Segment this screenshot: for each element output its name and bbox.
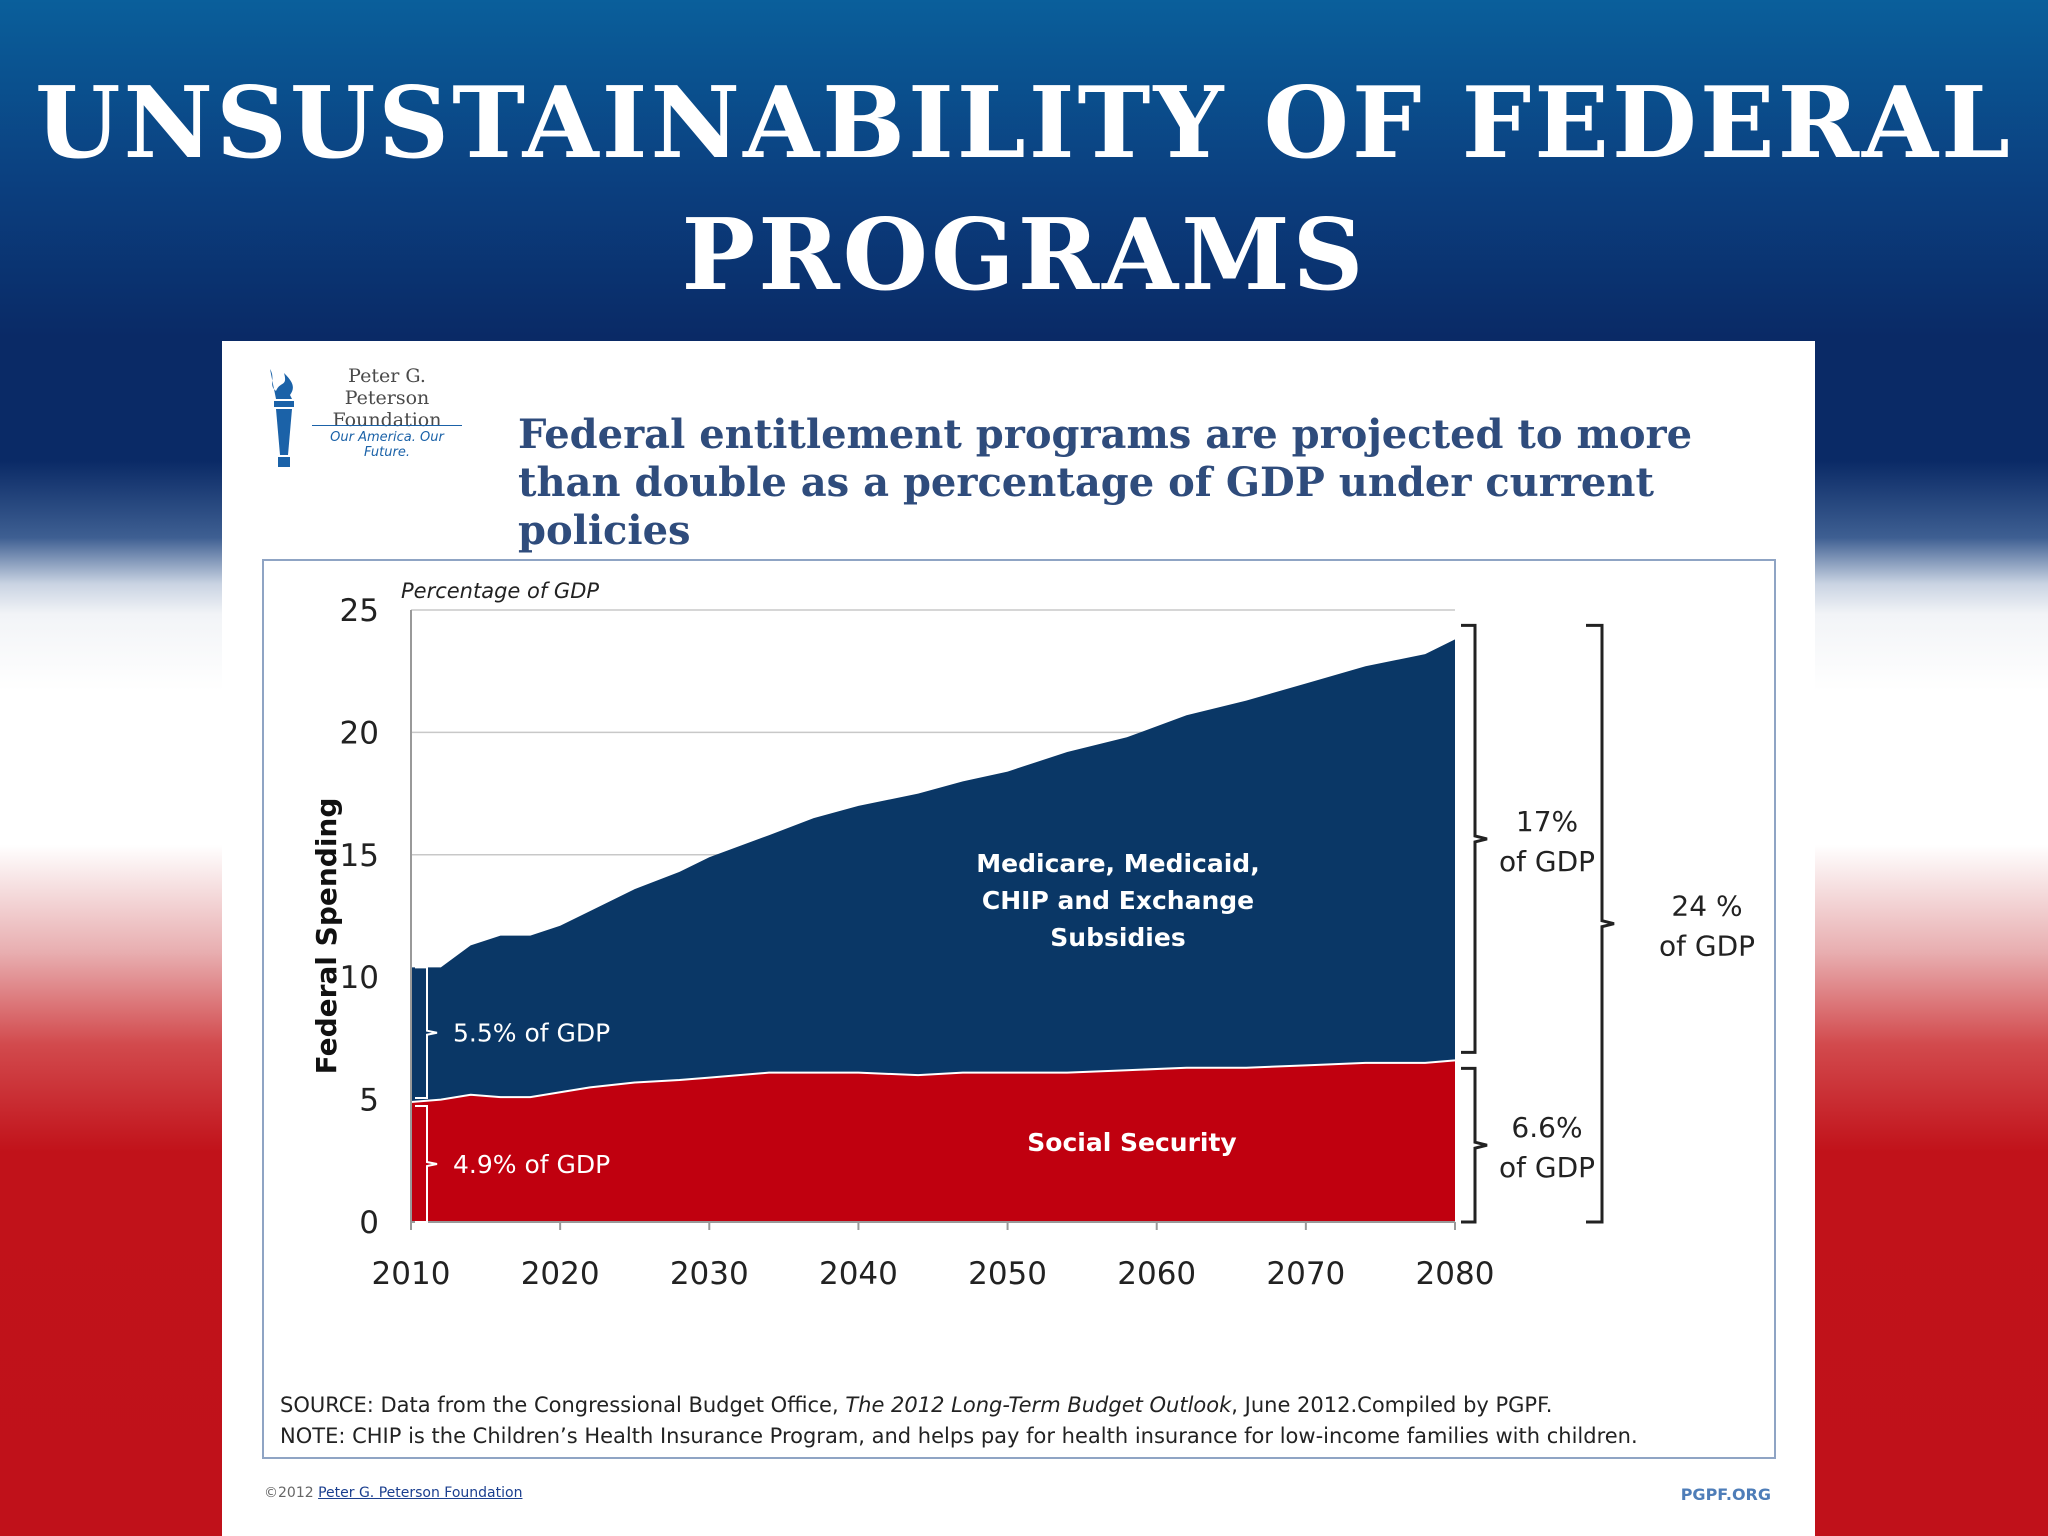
x-tick-2070: 2070 — [1266, 1256, 1345, 1292]
area-health — [411, 639, 1455, 1103]
torch-icon — [270, 369, 294, 467]
slide-title: Unsustainability of Federal Programs — [35, 66, 2013, 313]
area-ss — [411, 1060, 1455, 1222]
source-suffix: , June 2012.Compiled by PGPF. — [1231, 1393, 1553, 1417]
y-tick-5: 5 — [359, 1083, 379, 1119]
axes — [410, 610, 1456, 1223]
x-tick-2030: 2030 — [670, 1256, 749, 1292]
health-area-label-2: Subsidies — [1050, 923, 1185, 952]
logo-tagline: Our America. Our Future. — [312, 425, 462, 460]
ss-area-label: Social Security — [1027, 1128, 1236, 1157]
end-total-label-1: of GDP — [1659, 930, 1755, 963]
tick-labels: 0 5 10 15 20 25 2010 2020 2030 2040 2050 2060 2070 20… — [340, 593, 1495, 1292]
peterson-logo: Peter G. Peterson Foundation Our America… — [262, 365, 462, 475]
bracket-start-ss — [415, 1105, 438, 1223]
health-area-label-1: CHIP and Exchange — [982, 886, 1254, 915]
entitlement-chart: 0 5 10 15 20 25 2010 2020 2030 2040 2050 2060 2070 20… — [310, 579, 1755, 1292]
y-tick-20: 20 — [340, 715, 379, 751]
x-tick-2020: 2020 — [521, 1256, 600, 1292]
note-line: NOTE: CHIP is the Children’s Health Insu… — [280, 1424, 1638, 1448]
end-ss-label-0: 6.6% — [1511, 1111, 1582, 1144]
footer-site[interactable]: PGPF.ORG — [1680, 1485, 1771, 1504]
bracket-start-health — [415, 966, 438, 1100]
footer-copyright: ©2012 Peter G. Peterson Foundation — [264, 1485, 522, 1501]
y-tick-25: 25 — [340, 593, 379, 629]
ylabel-note: Percentage of GDP — [401, 579, 599, 603]
y-axis-label: Federal Spending — [310, 798, 343, 1075]
start-ss-label: 4.9% of GDP — [453, 1150, 610, 1179]
bracket-end-health — [1461, 623, 1488, 1054]
chart-card: Peter G. Peterson Foundation Our America… — [222, 341, 1815, 1536]
x-tick-2050: 2050 — [968, 1256, 1047, 1292]
chart-headline: Federal entitlement programs are project… — [518, 411, 1693, 554]
end-total-label-0: 24 % — [1671, 890, 1742, 923]
source-title: The 2012 Long-Term Budget Outlook — [845, 1393, 1232, 1417]
y-tick-0: 0 — [359, 1205, 379, 1241]
annotation-labels: Percentage of GDP Federal Spending Social … — [310, 579, 1755, 1184]
source-line: SOURCE: Data from the Congressional Budg… — [280, 1390, 1760, 1421]
x-tick-2060: 2060 — [1117, 1256, 1196, 1292]
brackets — [415, 623, 1615, 1224]
health-area-label-0: Medicare, Medicaid, — [976, 849, 1259, 878]
bracket-end-ss — [1461, 1066, 1488, 1224]
logo-line1: Peter G. Peterson — [344, 365, 430, 409]
x-tick-2010: 2010 — [372, 1256, 451, 1292]
end-health-label-1: of GDP — [1499, 845, 1595, 878]
start-health-label: 5.5% of GDP — [453, 1019, 610, 1048]
y-tick-15: 15 — [340, 838, 379, 874]
end-health-label-0: 17% — [1516, 805, 1578, 838]
x-tick-2040: 2040 — [819, 1256, 898, 1292]
source-prefix: SOURCE: Data from the Congressional Budg… — [280, 1393, 846, 1417]
copyright-year: ©2012 — [264, 1485, 314, 1501]
chart-frame — [262, 559, 1776, 1459]
org-link[interactable]: Peter G. Peterson Foundation — [318, 1485, 523, 1501]
series-boundary — [410, 1059, 1456, 1104]
y-tick-10: 10 — [340, 960, 379, 996]
bracket-end-total — [1586, 623, 1615, 1224]
x-tick-2080: 2080 — [1416, 1256, 1495, 1292]
source-notes: SOURCE: Data from the Congressional Budg… — [280, 1390, 1760, 1452]
end-ss-label-1: of GDP — [1499, 1151, 1595, 1184]
